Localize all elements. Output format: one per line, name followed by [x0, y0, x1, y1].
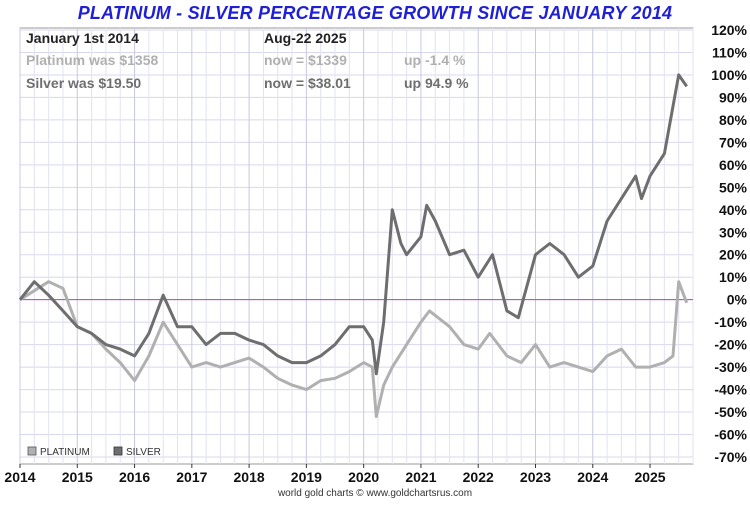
series-layer — [18, 73, 689, 418]
x-tick-label: 2016 — [119, 469, 150, 485]
x-tick-label: 2020 — [348, 469, 379, 485]
y-tick-label: 100% — [711, 67, 747, 83]
x-tick-label: 2019 — [291, 469, 322, 485]
x-tick-label: 2025 — [634, 469, 665, 485]
y-tick-label: 30% — [719, 224, 748, 240]
y-tick-label: -30% — [714, 359, 747, 375]
silver-change-label: up 94.9 % — [404, 75, 469, 91]
legend-label-platinum: PLATINUM — [40, 447, 90, 458]
x-tick-label: 2018 — [234, 469, 265, 485]
legend-swatch-platinum — [27, 446, 37, 456]
x-tick-label: 2015 — [62, 469, 93, 485]
y-tick-label: -40% — [714, 382, 747, 398]
platinum-was-label: Platinum was $1358 — [26, 52, 159, 68]
y-tick-label: 40% — [719, 202, 748, 218]
y-tick-label: -70% — [714, 449, 747, 465]
end-date-label: Aug-22 2025 — [264, 30, 347, 46]
chart-title: PLATINUM - SILVER PERCENTAGE GROWTH SINC… — [77, 3, 673, 23]
y-tick-label: -20% — [714, 337, 747, 353]
y-tick-label: 120% — [711, 22, 747, 38]
y-tick-label: 70% — [719, 134, 748, 150]
y-tick-label: -60% — [714, 427, 747, 443]
x-tick-label: 2014 — [4, 469, 35, 485]
platinum-change-label: up -1.4 % — [404, 52, 466, 68]
y-tick-label: -10% — [714, 314, 747, 330]
x-tick-label: 2023 — [520, 469, 551, 485]
silver-now-label: now = $38.01 — [264, 75, 351, 91]
legend-label-silver: SILVER — [126, 447, 161, 458]
silver-was-label: Silver was $19.50 — [26, 75, 141, 91]
y-tick-label: 60% — [719, 157, 748, 173]
plot-frame — [19, 27, 694, 465]
y-tick-label: 10% — [719, 269, 748, 285]
y-axis-ticks: 120% 110% 100% 90% 80% 70% 60% 50% 40% 30% 20% 10% 0… — [711, 22, 747, 465]
y-tick-label: 50% — [719, 179, 748, 195]
x-tick-label: 2021 — [405, 469, 436, 485]
legend-swatch-silver — [113, 446, 123, 456]
y-tick-label: 20% — [719, 247, 748, 263]
start-date-label: January 1st 2014 — [26, 30, 139, 46]
y-tick-label: 80% — [719, 112, 748, 128]
platinum-now-label: now = $1339 — [264, 52, 347, 68]
legend: PLATINUM SILVER — [27, 446, 161, 458]
x-tick-label: 2024 — [577, 469, 608, 485]
y-tick-label: 0% — [727, 292, 748, 308]
x-axis-ticks: 2014 2015 2016 2017 2018 2019 2020 2021 2022 2023… — [4, 464, 666, 485]
x-tick-label: 2022 — [463, 469, 494, 485]
y-tick-label: -50% — [714, 404, 747, 420]
source-credit: world gold charts © www.goldchartsrus.co… — [277, 488, 472, 499]
series-line-platinum — [19, 280, 689, 418]
x-tick-label: 2017 — [176, 469, 207, 485]
series-line-silver — [18, 73, 688, 376]
y-tick-label: 90% — [719, 89, 748, 105]
y-tick-label: 110% — [712, 44, 748, 60]
